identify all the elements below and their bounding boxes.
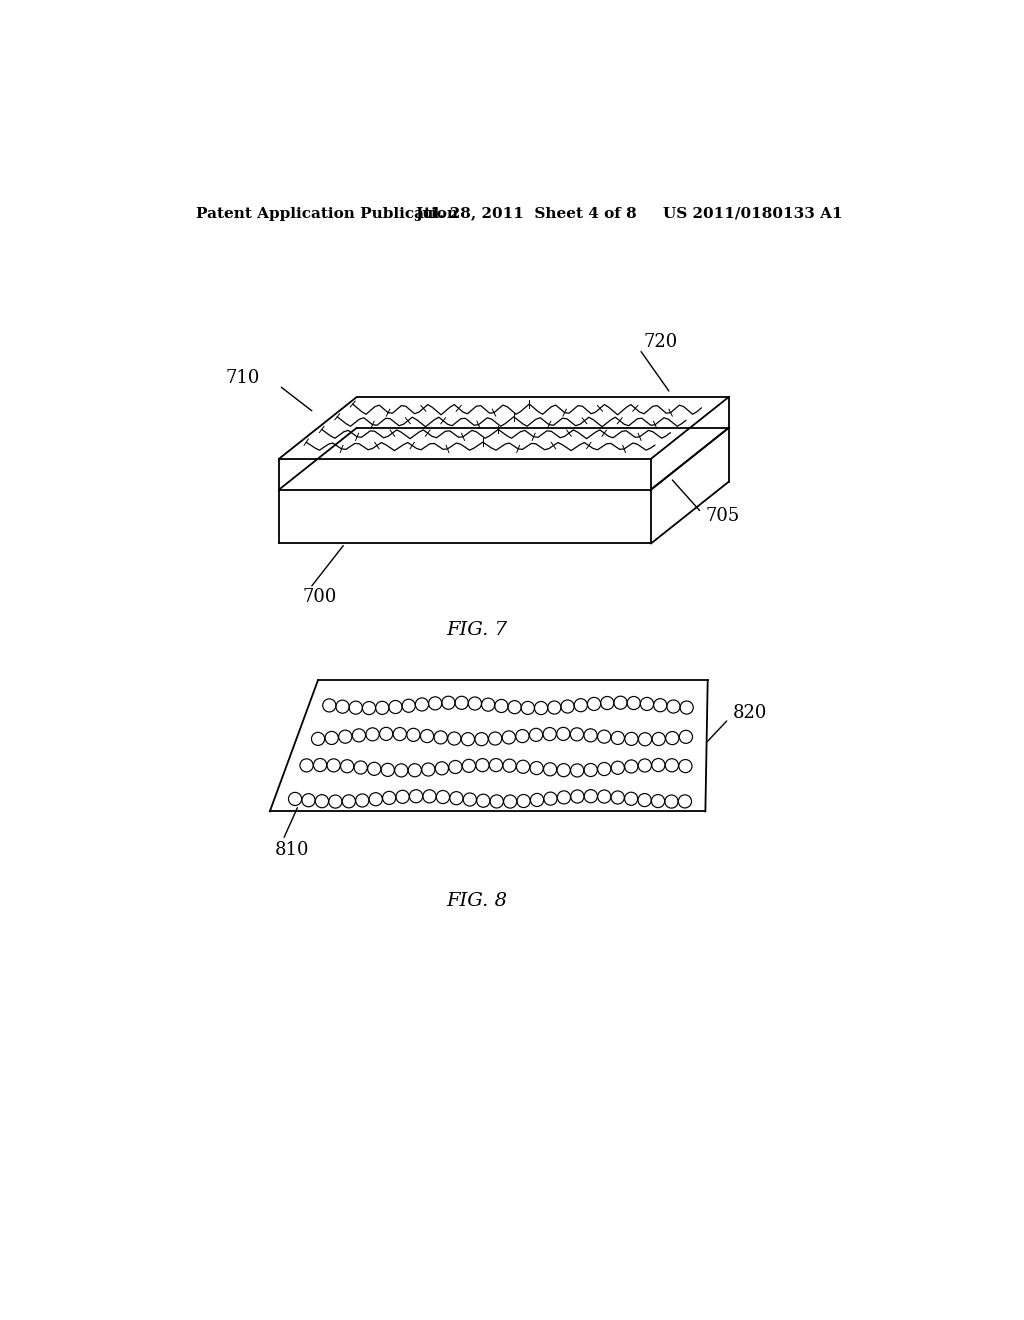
- Text: 700: 700: [302, 589, 337, 606]
- Text: Patent Application Publication: Patent Application Publication: [197, 207, 458, 220]
- Text: Jul. 28, 2011  Sheet 4 of 8: Jul. 28, 2011 Sheet 4 of 8: [415, 207, 637, 220]
- Text: 810: 810: [275, 841, 309, 859]
- Text: US 2011/0180133 A1: US 2011/0180133 A1: [663, 207, 843, 220]
- Text: FIG. 8: FIG. 8: [446, 892, 507, 911]
- Text: 820: 820: [732, 704, 767, 722]
- Text: 705: 705: [706, 507, 739, 525]
- Text: 720: 720: [643, 333, 678, 351]
- Text: FIG. 7: FIG. 7: [446, 620, 507, 639]
- Text: 710: 710: [225, 368, 260, 387]
